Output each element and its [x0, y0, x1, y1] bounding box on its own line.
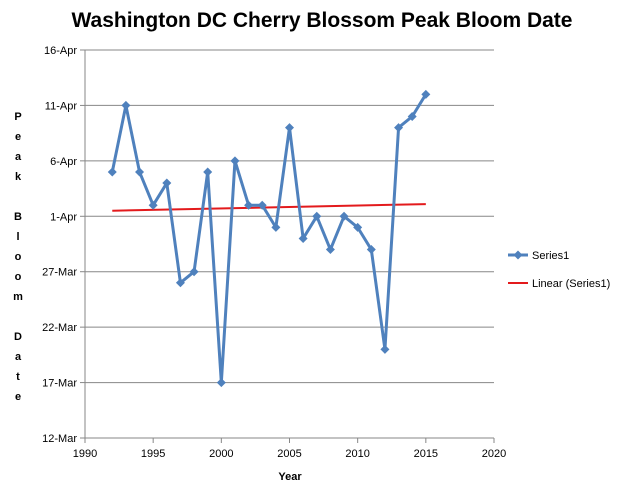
- data-point: [189, 267, 199, 277]
- legend-series1-label: Series1: [532, 250, 569, 262]
- legend-series1-marker: [513, 250, 523, 260]
- data-point: [121, 100, 131, 110]
- data-point: [175, 278, 185, 288]
- y-tick-label: 22-Mar: [42, 322, 77, 334]
- linear-trendline: [112, 203, 426, 212]
- series1-line: [110, 93, 428, 385]
- y-tick-label: 6-Apr: [50, 156, 77, 168]
- y-tick-label: 16-Apr: [44, 45, 77, 57]
- data-point: [325, 245, 335, 255]
- data-point: [271, 222, 281, 232]
- data-point: [230, 156, 240, 166]
- x-tick-label: 1995: [141, 448, 165, 460]
- legend: Series1 Linear (Series1): [508, 250, 610, 290]
- x-tick-label: 2010: [345, 448, 369, 460]
- y-axis-title-letter: e: [15, 391, 21, 403]
- y-tick-label: 11-Apr: [45, 100, 78, 112]
- data-point: [339, 211, 349, 221]
- x-tick-label: 1990: [73, 448, 97, 460]
- data-point: [366, 245, 376, 255]
- axes: 12-Mar 17-Mar 22-Mar 27-Mar 1-Apr 6-Apr 11-Apr…: [42, 45, 506, 460]
- y-axis-title-letter: D: [14, 331, 22, 343]
- y-tick-label: 17-Mar: [42, 378, 77, 390]
- data-point: [285, 123, 294, 133]
- y-axis-title-letter: l: [16, 231, 19, 243]
- data-point: [298, 233, 308, 243]
- data-point: [257, 200, 267, 210]
- y-tick-label: 12-Mar: [42, 433, 77, 445]
- y-axis-title-letter: t: [16, 371, 20, 383]
- data-point: [407, 112, 417, 122]
- x-tick-label: 2015: [414, 448, 438, 460]
- y-axis-title-letter: B: [14, 211, 22, 223]
- data-point: [135, 167, 145, 177]
- gridlines: [85, 49, 494, 384]
- data-point: [162, 178, 172, 188]
- y-axis-title-letter: o: [15, 271, 22, 283]
- y-axis-title-letter: e: [15, 131, 21, 143]
- data-point: [203, 167, 213, 177]
- y-axis-title-letter: o: [15, 251, 22, 263]
- legend-trend-label: Linear (Series1): [532, 278, 610, 290]
- data-point: [312, 211, 322, 221]
- data-point: [380, 344, 390, 354]
- y-axis-title-letter: a: [15, 351, 22, 363]
- data-point: [394, 123, 404, 133]
- x-tick-label: 2005: [277, 448, 301, 460]
- y-axis-title-letter: P: [14, 111, 21, 123]
- trendline-layer: [112, 203, 426, 212]
- y-axis-title-letter: m: [13, 291, 23, 303]
- data-point: [244, 200, 254, 210]
- x-tick-label: 2000: [209, 448, 233, 460]
- y-tick-label: 27-Mar: [42, 267, 77, 279]
- y-axis-title-letter: k: [15, 171, 22, 183]
- data-point: [148, 200, 158, 210]
- series-layer: [107, 89, 431, 388]
- x-tick-label: 2020: [482, 448, 506, 460]
- x-axis-title: Year: [278, 471, 302, 483]
- data-point: [421, 89, 431, 99]
- y-tick-label: 1-Apr: [50, 211, 77, 223]
- data-point: [353, 222, 363, 232]
- chart-title: Washington DC Cherry Blossom Peak Bloom …: [72, 9, 573, 32]
- data-point: [107, 167, 117, 177]
- data-point: [216, 378, 226, 388]
- y-axis-title-letter: a: [15, 151, 22, 163]
